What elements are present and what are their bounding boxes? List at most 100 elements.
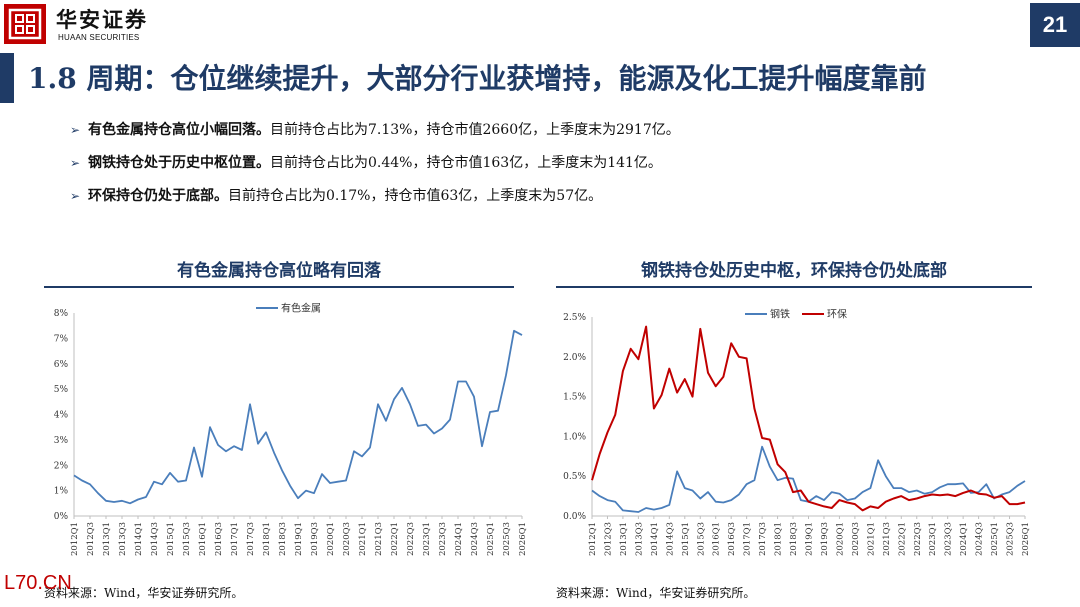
legend-label: 钢铁 [770,308,790,321]
x-tick-label: 2021Q1 [866,522,876,556]
x-tick-label: 2025Q1 [990,522,1000,556]
right-title-underline [556,286,1032,288]
y-tick-label: 3% [54,436,69,446]
left-title-underline [44,286,514,288]
x-tick-label: 2016Q3 [214,522,224,556]
bullet-head: 环保持仓仍处于底部。 [88,188,228,204]
logo-seal-icon [8,8,42,40]
y-tick-label: 0.5% [563,472,586,482]
x-tick-label: 2026Q1 [518,522,528,556]
y-tick-label: 2% [54,461,69,471]
x-tick-label: 2012Q1 [588,522,598,556]
x-tick-label: 2024Q1 [454,522,464,556]
brand-name-cn: 华安证券 [56,7,148,32]
x-tick-label: 2021Q3 [374,522,384,556]
x-tick-label: 2023Q1 [422,522,432,556]
bullet-body: 目前持仓占比为7.13%，持仓市值2660亿，上季度末为2917亿。 [270,122,680,138]
x-tick-label: 2020Q1 [326,522,336,556]
x-tick-label: 2013Q1 [102,522,112,556]
x-tick-label: 2024Q3 [975,522,985,556]
left-line-chart: 0% 1% 2% 3% 4% 5% 6% 7% 8% 2012Q1 2012Q3 2013Q1 2013… [54,302,528,557]
bullet-body: 目前持仓占比为0.17%，持仓市值63亿，上季度末为57亿。 [228,188,603,204]
x-tick-label: 2013Q1 [619,522,629,556]
x-tick-label: 2015Q3 [696,522,706,556]
x-tick-label: 2023Q3 [438,522,448,556]
y-tick-label: 0% [54,512,69,522]
x-tick-label: 2016Q1 [712,522,722,556]
x-tick-label: 2024Q1 [959,522,969,556]
x-tick-label: 2017Q3 [246,522,256,556]
logo [4,4,46,44]
x-tick-label: 2022Q1 [390,522,400,556]
legend-label: 环保 [827,308,847,321]
y-tick-label: 1.0% [563,432,586,442]
x-tick-label: 2024Q3 [470,522,480,556]
brand-name-en: HUAAN SECURITIES [58,33,140,42]
x-tick-label: 2012Q3 [603,522,613,556]
legend-label: 有色金属 [281,302,321,315]
y-tick-label: 0.0% [563,512,586,522]
right-source-note: 资料来源：Wind，华安证券研究所。 [556,586,756,600]
x-tick-label: 2015Q3 [182,522,192,556]
x-tick-label: 2014Q3 [150,522,160,556]
page-title: 1.8 周期：仓位继续提升，大部分行业获增持，能源及化工提升幅度靠前 [28,62,927,95]
x-tick-label: 2025Q1 [486,522,496,556]
bullet-head: 有色金属持仓高位小幅回落。 [88,122,270,138]
x-tick-label: 2026Q1 [1021,522,1031,556]
x-tick-label: 2013Q3 [118,522,128,556]
x-tick-label: 2022Q1 [897,522,907,556]
x-tick-label: 2012Q3 [86,522,96,556]
right-chart-title: 钢铁持仓处历史中枢，环保持仓仍处底部 [641,261,947,281]
arrow-bullet-icon: ➢ [70,189,81,203]
x-tick-label: 2014Q3 [665,522,675,556]
x-tick-label: 2013Q3 [634,522,644,556]
x-tick-label: 2021Q1 [358,522,368,556]
y-tick-label: 1% [54,487,69,497]
page-number: 21 [1030,3,1080,47]
arrow-bullet-icon: ➢ [70,156,81,170]
x-tick-label: 2019Q3 [820,522,830,556]
y-tick-label: 8% [54,309,69,319]
y-tick-label: 4% [54,411,69,421]
bullet-head: 钢铁持仓处于历史中枢位置。 [88,155,270,171]
series-line-环保 [591,325,1026,512]
series-line-有色金属 [73,329,523,505]
x-tick-label: 2015Q1 [681,522,691,556]
x-tick-label: 2016Q3 [727,522,737,556]
x-tick-label: 2019Q1 [294,522,304,556]
x-tick-label: 2019Q1 [805,522,815,556]
x-tick-label: 2014Q1 [650,522,660,556]
y-tick-label: 6% [54,360,69,370]
y-tick-label: 2.0% [563,353,586,363]
x-tick-label: 2020Q1 [835,522,845,556]
x-tick-label: 2018Q3 [789,522,799,556]
x-tick-label: 2019Q3 [310,522,320,556]
x-tick-label: 2015Q1 [166,522,176,556]
right-line-chart: 0.0% 0.5% 1.0% 1.5% 2.0% 2.5% 2012Q1 2012Q3 2013… [563,308,1031,557]
x-tick-label: 2018Q3 [278,522,288,556]
y-tick-label: 7% [54,334,69,344]
x-tick-label: 2018Q1 [774,522,784,556]
x-tick-label: 2021Q3 [882,522,892,556]
x-tick-label: 2022Q3 [406,522,416,556]
x-tick-label: 2020Q3 [342,522,352,556]
x-tick-label: 2025Q3 [1006,522,1016,556]
y-tick-label: 2.5% [563,313,586,323]
x-tick-label: 2017Q1 [230,522,240,556]
x-tick-label: 2012Q1 [70,522,80,556]
x-tick-label: 2017Q1 [743,522,753,556]
y-tick-label: 1.5% [563,393,586,403]
x-tick-label: 2014Q1 [134,522,144,556]
x-tick-label: 2020Q3 [851,522,861,556]
x-tick-label: 2022Q3 [913,522,923,556]
watermark-stamp: L70.CN [4,572,72,594]
left-chart-title: 有色金属持仓高位略有回落 [177,261,381,281]
arrow-bullet-icon: ➢ [70,123,81,137]
x-tick-label: 2018Q1 [262,522,272,556]
x-tick-label: 2017Q3 [758,522,768,556]
title-accent-bar [0,53,14,103]
x-tick-label: 2016Q1 [198,522,208,556]
y-tick-label: 5% [54,385,69,395]
bullet-body: 目前持仓占比为0.44%，持仓市值163亿，上季度末为141亿。 [270,155,662,171]
x-tick-label: 2025Q3 [502,522,512,556]
